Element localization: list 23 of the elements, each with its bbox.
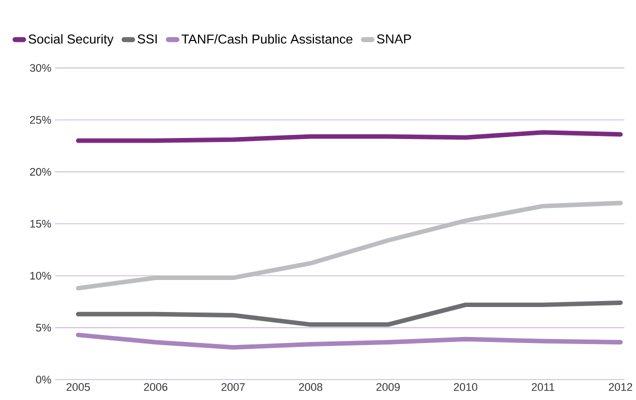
y-tick-label: 10% — [30, 272, 52, 280]
y-tick-label: 30% — [30, 64, 52, 72]
legend-label: TANF/Cash Public Assistance — [182, 34, 352, 44]
y-tick-label: 25% — [30, 116, 52, 124]
x-tick-label: 2008 — [298, 383, 322, 392]
x-tick-label: 2010 — [454, 383, 478, 392]
line-series — [76, 200, 623, 291]
y-tick-label: 15% — [30, 220, 52, 228]
x-tick-label: 2006 — [144, 383, 168, 392]
line-series — [76, 300, 623, 327]
line-series — [76, 332, 623, 350]
y-tick-label: 20% — [30, 168, 52, 176]
x-tick-label: 2009 — [376, 383, 400, 392]
y-tick-label: 0% — [36, 376, 52, 384]
x-tick-label: 2012 — [608, 383, 632, 392]
line-series — [76, 130, 623, 144]
x-tick-label: 2011 — [532, 383, 554, 392]
x-tick-label: 2007 — [222, 383, 245, 392]
legend-label: SNAP — [377, 34, 411, 44]
legend-label: Social Security — [28, 34, 114, 46]
y-tick-label: 5% — [36, 324, 52, 332]
legend-label: SSI — [138, 34, 157, 44]
x-tick-label: 2005 — [66, 383, 90, 392]
